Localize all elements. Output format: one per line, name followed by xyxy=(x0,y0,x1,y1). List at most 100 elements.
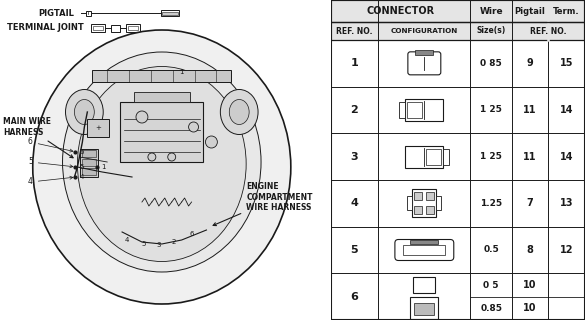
Bar xyxy=(405,99,443,121)
Bar xyxy=(404,245,445,255)
Ellipse shape xyxy=(229,100,249,124)
Text: 0.85: 0.85 xyxy=(480,304,502,313)
Text: 14: 14 xyxy=(560,105,573,115)
Text: 6: 6 xyxy=(28,138,73,152)
Text: 5: 5 xyxy=(80,164,84,170)
Text: CONNECTOR: CONNECTOR xyxy=(366,6,435,16)
Circle shape xyxy=(148,153,156,161)
Bar xyxy=(436,196,441,210)
Text: 11: 11 xyxy=(524,105,537,115)
Text: 4: 4 xyxy=(125,237,129,243)
Text: 10: 10 xyxy=(524,280,537,290)
Ellipse shape xyxy=(77,67,246,261)
Bar xyxy=(126,24,140,32)
Text: 4: 4 xyxy=(80,174,84,180)
Text: Term.: Term. xyxy=(553,6,580,15)
Text: 1.25: 1.25 xyxy=(480,199,503,208)
Text: 9: 9 xyxy=(526,58,534,68)
Bar xyxy=(414,303,434,315)
Text: 5: 5 xyxy=(142,241,146,247)
Bar xyxy=(415,50,433,55)
Ellipse shape xyxy=(221,90,258,134)
Text: 0 5: 0 5 xyxy=(483,281,499,290)
Bar xyxy=(412,189,436,217)
Bar xyxy=(405,146,443,168)
Bar xyxy=(426,192,434,200)
Bar xyxy=(87,119,109,137)
Text: CONFIGURATION: CONFIGURATION xyxy=(391,28,458,34)
Text: TERMINAL JOINT: TERMINAL JOINT xyxy=(7,23,84,33)
Text: 1 25: 1 25 xyxy=(480,106,502,115)
Text: Size(s): Size(s) xyxy=(477,27,506,36)
FancyBboxPatch shape xyxy=(395,239,454,260)
Ellipse shape xyxy=(33,30,291,304)
Bar xyxy=(82,168,97,175)
Text: 11: 11 xyxy=(524,152,537,162)
Bar xyxy=(82,159,97,166)
Text: 14: 14 xyxy=(560,152,573,162)
Bar xyxy=(120,102,204,162)
Bar xyxy=(162,12,178,14)
Text: 6: 6 xyxy=(190,231,194,237)
Bar xyxy=(426,149,441,165)
Bar xyxy=(128,26,138,30)
FancyBboxPatch shape xyxy=(408,52,441,75)
Text: 2: 2 xyxy=(350,105,359,115)
Bar xyxy=(93,26,103,30)
Text: 10: 10 xyxy=(524,303,537,313)
Ellipse shape xyxy=(66,90,103,134)
Bar xyxy=(407,196,412,210)
Circle shape xyxy=(136,111,148,123)
Text: 4: 4 xyxy=(28,176,73,187)
Text: 0 85: 0 85 xyxy=(480,59,502,68)
Text: 6: 6 xyxy=(350,292,359,302)
Text: 8: 8 xyxy=(526,245,534,255)
Text: 13: 13 xyxy=(560,198,573,208)
Bar xyxy=(134,92,190,102)
Ellipse shape xyxy=(63,52,261,272)
Bar xyxy=(161,10,178,16)
Bar xyxy=(80,149,98,177)
Text: 5: 5 xyxy=(28,157,73,168)
Bar xyxy=(414,192,422,200)
Text: REF. NO.: REF. NO. xyxy=(336,27,373,36)
Text: PIGTAIL: PIGTAIL xyxy=(39,9,74,18)
Bar xyxy=(410,240,438,244)
Text: Wire: Wire xyxy=(479,6,503,15)
Text: 1: 1 xyxy=(180,69,184,75)
Text: 7: 7 xyxy=(526,198,534,208)
Circle shape xyxy=(188,122,198,132)
Bar xyxy=(92,70,231,82)
Text: 0.5: 0.5 xyxy=(483,245,499,254)
Text: 3: 3 xyxy=(157,242,161,248)
Bar xyxy=(111,25,120,31)
Bar xyxy=(426,206,434,214)
Text: 12: 12 xyxy=(560,245,573,255)
Bar xyxy=(410,297,438,319)
Bar xyxy=(443,149,449,165)
Text: 1 25: 1 25 xyxy=(480,152,502,161)
Circle shape xyxy=(168,153,176,161)
Text: 1: 1 xyxy=(350,58,359,68)
Text: ENGINE
COMPARTMENT
WIRE HARNESS: ENGINE COMPARTMENT WIRE HARNESS xyxy=(213,182,312,226)
Text: 1: 1 xyxy=(101,164,106,170)
Text: 5: 5 xyxy=(350,245,358,255)
Text: +: + xyxy=(95,125,101,131)
Bar xyxy=(331,0,585,40)
Text: 3: 3 xyxy=(350,152,358,162)
Circle shape xyxy=(205,136,218,148)
Text: 4: 4 xyxy=(350,198,359,208)
Text: 2: 2 xyxy=(171,239,176,245)
Bar xyxy=(400,102,405,118)
Bar xyxy=(407,102,422,118)
Ellipse shape xyxy=(74,100,94,124)
Text: 15: 15 xyxy=(560,58,573,68)
Text: MAIN WIRE
HARNESS: MAIN WIRE HARNESS xyxy=(3,117,73,158)
Text: Pigtail: Pigtail xyxy=(515,6,546,15)
Bar xyxy=(87,11,91,15)
Text: 6: 6 xyxy=(80,149,84,155)
Bar xyxy=(82,150,97,157)
Bar xyxy=(91,24,105,32)
Text: REF. NO.: REF. NO. xyxy=(531,27,567,36)
Bar xyxy=(414,277,435,293)
